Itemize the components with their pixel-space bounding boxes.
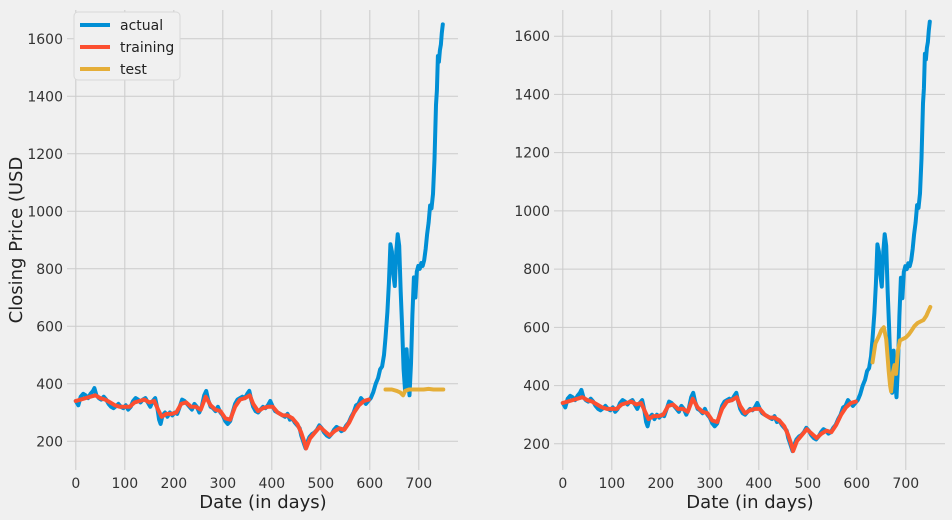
right-y-tick-label: 400: [523, 379, 550, 395]
right-series-test-line: [870, 305, 933, 394]
left-x-tick-label: 500: [307, 476, 334, 492]
left-x-tick-label: 700: [405, 476, 432, 492]
right-x-tick-label: 400: [745, 476, 772, 492]
right-x-tick-label: 600: [843, 476, 870, 492]
left-y-tick-label: 1200: [27, 147, 63, 163]
left-x-tick-label: 400: [258, 476, 285, 492]
right-y-tick-label: 800: [523, 262, 550, 278]
left-series-training-line: [73, 393, 371, 451]
right-y-tick-label: 600: [523, 320, 550, 336]
left-series-test-line: [383, 386, 446, 398]
right-y-tick-label: 1000: [514, 204, 550, 220]
right-x-tick-labels: 0 100 200 300 400 500 600 700: [558, 476, 919, 492]
right-x-tick-label: 100: [598, 476, 625, 492]
right-chart: 0 100 200 300 400 500 600 700 200 400 600 800 1000 1…: [514, 10, 945, 513]
left-y-tick-labels: 200 400 600 800 1000 1200 1400 1600: [27, 32, 63, 451]
right-x-tick-label: 300: [696, 476, 723, 492]
left-y-tick-label: 800: [36, 262, 63, 278]
right-y-tick-label: 200: [523, 437, 550, 453]
left-x-tick-label: 600: [356, 476, 383, 492]
left-y-tick-label: 1400: [27, 89, 63, 105]
right-y-tick-label: 1200: [514, 146, 550, 162]
right-gridlines: [554, 10, 945, 470]
left-x-axis-label: Date (in days): [199, 492, 326, 513]
left-chart: 0 100 200 300 400 500 600 700 200 400 600 800 1000 1…: [6, 10, 458, 513]
legend-label-test: test: [120, 62, 147, 78]
right-x-tick-label: 500: [794, 476, 821, 492]
left-y-axis-label: Closing Price (USD: [6, 157, 27, 324]
left-x-tick-label: 300: [209, 476, 236, 492]
right-x-axis-label: Date (in days): [686, 492, 813, 513]
left-x-tick-label: 100: [111, 476, 138, 492]
left-y-tick-label: 1000: [27, 204, 63, 220]
right-series-group: [560, 19, 933, 454]
left-y-tick-label: 400: [36, 377, 63, 393]
legend-box: [73, 11, 181, 81]
right-y-tick-label: 1400: [514, 87, 550, 103]
left-x-tick-label: 0: [71, 476, 80, 492]
right-x-tick-label: 0: [558, 476, 567, 492]
right-y-tick-label: 1600: [514, 29, 550, 45]
left-x-tick-labels: 0 100 200 300 400 500 600 700: [71, 476, 432, 492]
right-y-tick-labels: 200 400 600 800 1000 1200 1400 1600: [514, 29, 550, 453]
legend-label-training: training: [120, 40, 174, 56]
right-series-training-line: [560, 395, 858, 454]
right-x-tick-label: 700: [892, 476, 919, 492]
left-y-tick-label: 200: [36, 434, 63, 450]
legend-label-actual: actual: [120, 18, 163, 34]
legend: actual training test: [73, 11, 181, 81]
left-series-group: [73, 22, 446, 451]
left-x-tick-label: 200: [160, 476, 187, 492]
left-gridlines: [67, 10, 458, 470]
right-x-tick-label: 200: [647, 476, 674, 492]
left-y-tick-label: 600: [36, 319, 63, 335]
left-y-tick-label: 1600: [27, 32, 63, 48]
